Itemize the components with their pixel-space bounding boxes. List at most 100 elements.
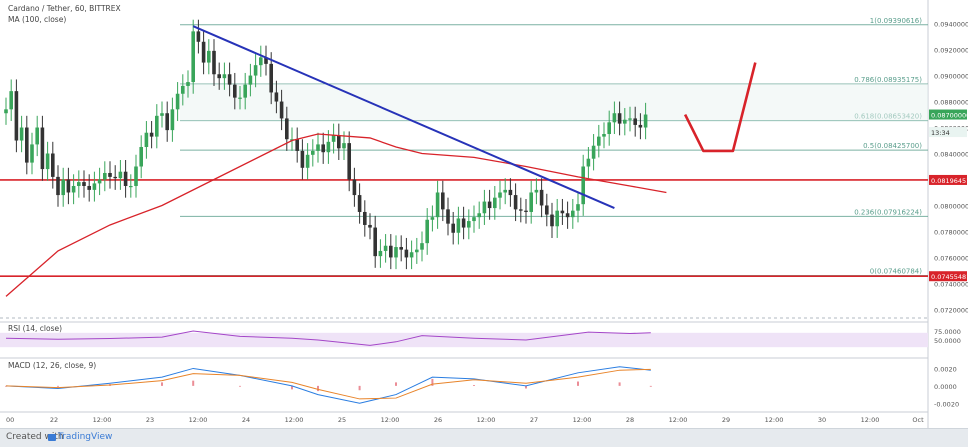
candle-body <box>207 50 211 63</box>
symbol-title: Cardano / Tether, 60, BITTREX <box>8 4 121 13</box>
projection-arrow[interactable] <box>683 62 757 153</box>
candle-body <box>269 63 273 93</box>
rsi-legend: RSI (14, close) <box>8 324 62 333</box>
candle-body <box>160 113 164 116</box>
candle-body <box>165 113 169 131</box>
price-tick-label: 0.07200000 <box>934 306 968 314</box>
candle-body <box>186 82 190 86</box>
macd-histogram-bar <box>649 385 652 387</box>
candle-body <box>56 176 60 196</box>
candle-body <box>196 31 201 42</box>
candle-body <box>581 166 585 205</box>
candle-body <box>40 127 45 170</box>
candle-body <box>300 150 305 168</box>
candle-body <box>368 224 372 228</box>
candle-body <box>61 179 65 196</box>
candle-body <box>155 115 159 137</box>
fib-label-0.5: 0.5(0.08425700) <box>863 142 922 150</box>
macd-legend: MACD (12, 26, close, 9) <box>8 361 96 370</box>
time-tick-label: 12:00 <box>93 416 112 424</box>
candle-body <box>295 139 299 151</box>
macd-histogram-bar <box>577 381 579 386</box>
candle-body <box>144 132 149 148</box>
candle-body <box>451 223 455 233</box>
candle-body <box>35 127 39 145</box>
price-badge <box>929 174 967 185</box>
candle-body <box>493 197 497 209</box>
candle-body <box>420 243 424 250</box>
candle-body <box>342 143 346 149</box>
candle-body <box>175 93 180 110</box>
candle-body <box>524 210 528 212</box>
candle-body <box>9 91 13 110</box>
macd-histogram-bar <box>358 385 361 391</box>
macd-line <box>5 366 651 404</box>
time-tick-label: 00 <box>6 416 14 424</box>
candle-body <box>92 183 97 190</box>
rsi-line <box>5 330 651 346</box>
price-badge-text: 0.07455481 <box>931 273 968 281</box>
candle-body <box>134 166 138 186</box>
time-tick-label: 12:00 <box>573 416 592 424</box>
time-tick-label: 26 <box>434 416 442 424</box>
candle-body <box>149 132 154 137</box>
candle-body <box>378 250 383 257</box>
time-tick-label: 30 <box>818 416 826 424</box>
candle-body <box>389 245 393 258</box>
macd-histogram-bar <box>239 385 241 387</box>
price-labels: 0.08700000 13:34 0.08196451 0.07455481 <box>929 109 968 282</box>
candle-body <box>591 145 596 159</box>
macd-histogram-bar <box>161 382 163 386</box>
time-tick-label: 24 <box>242 416 250 424</box>
rsi-tick-label: 75.0000 <box>934 328 961 336</box>
rsi-band <box>0 332 928 348</box>
candle-body <box>612 113 617 123</box>
tradingview-brand-link[interactable]: TradingView <box>58 432 113 442</box>
time-tick-label: Oct <box>912 416 924 424</box>
macd-histogram-bar <box>473 385 475 386</box>
candle-body <box>316 144 320 151</box>
candle-body <box>279 101 284 119</box>
candle-body <box>66 179 71 193</box>
candle-body <box>108 172 112 177</box>
price-badge-text: 0.08196451 <box>931 177 968 185</box>
fib-label-0.786: 0.786(0.08935175) <box>854 76 922 84</box>
candle-body <box>170 109 175 131</box>
trendline[interactable] <box>192 25 615 209</box>
time-axis[interactable]: 00 22 12:00 23 12:00 24 12:00 25 12:00 26 12:00 27 1… <box>6 416 924 424</box>
chart-area[interactable]: 1(0.09390616)0.786(0.08935175)0.618(0.08… <box>0 0 968 428</box>
macd-signal-line <box>5 368 651 400</box>
candle-body <box>19 127 24 141</box>
time-tick-label: 29 <box>722 416 730 424</box>
candle-body <box>337 135 341 149</box>
tradingview-logo-icon <box>48 434 56 441</box>
candle-body <box>129 185 133 188</box>
candle-body <box>503 189 507 193</box>
macd-histogram-bar <box>317 385 319 392</box>
time-tick-label: 23 <box>146 416 154 424</box>
candle-body <box>103 172 107 180</box>
candle-body <box>51 153 55 177</box>
fib-zone <box>180 83 928 121</box>
candle-body <box>435 192 440 218</box>
candle-body <box>82 182 86 186</box>
candle-body <box>326 141 331 153</box>
macd-tick-label: 0.0000 <box>934 383 957 391</box>
candle-body <box>30 144 34 163</box>
candle-body <box>617 113 622 124</box>
candle-body <box>243 84 247 98</box>
candle-body <box>571 210 575 218</box>
candle-body <box>539 189 544 206</box>
candle-body <box>285 118 289 140</box>
fib-label-1: 1(0.09390616) <box>870 17 922 25</box>
candle-body <box>248 75 253 85</box>
candle-body <box>181 85 185 94</box>
candle-body <box>628 118 632 120</box>
time-tick-label: 12:00 <box>285 416 304 424</box>
candle-body <box>555 210 559 227</box>
macd-histogram-bar <box>395 382 397 386</box>
candle-body <box>259 57 263 66</box>
